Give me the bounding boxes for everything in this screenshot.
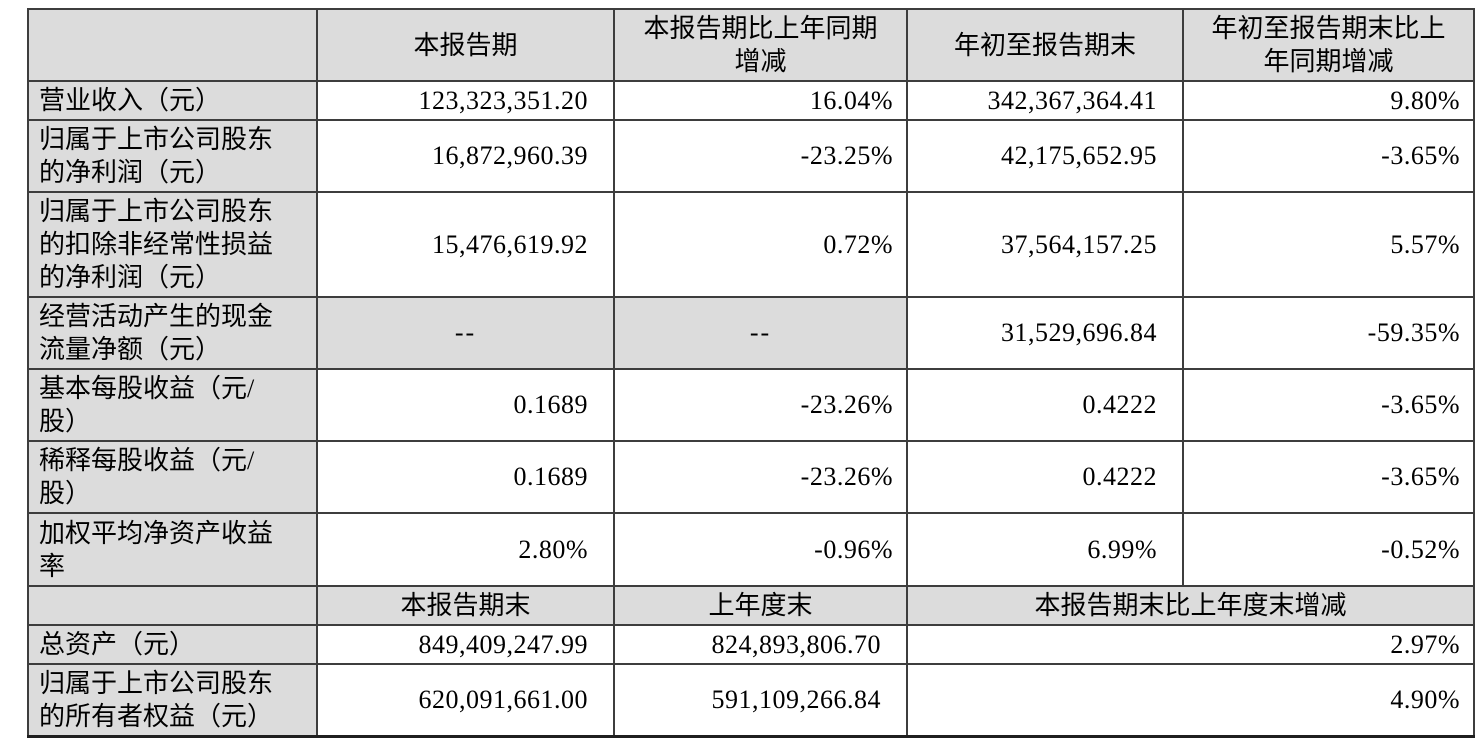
cell-ytd: 31,529,696.84 (906, 296, 1184, 370)
cell-current-period: 0.1689 (316, 440, 615, 514)
cell-prior-year-end: 824,893,806.70 (613, 624, 908, 665)
cell-ytd: 0.4222 (906, 368, 1184, 442)
cell-yoy-change-dash: -- (613, 296, 908, 370)
cell-change: 2.97% (906, 624, 1475, 665)
cell-yoy-change: 0.72% (613, 191, 908, 298)
cell-current-period: 123,323,351.20 (316, 80, 615, 121)
cell-current-period: 0.1689 (316, 368, 615, 442)
header-year-to-date: 年初至报告期末 (906, 8, 1184, 82)
row-basic-eps: 基本每股收益（元/股） 0.1689 -23.26% 0.4222 -3.65% (27, 368, 1475, 442)
cell-prior-year-end: 591,109,266.84 (613, 663, 908, 738)
cell-label: 归属于上市公司股东的净利润（元） (27, 119, 318, 193)
row-equity: 归属于上市公司股东的所有者权益（元） 620,091,661.00 591,10… (27, 663, 1475, 738)
row-total-assets: 总资产（元） 849,409,247.99 824,893,806.70 2.9… (27, 624, 1475, 665)
cell-ytd-change: -3.65% (1182, 119, 1475, 193)
cell-ytd-change: 5.57% (1182, 191, 1475, 298)
cell-yoy-change: -23.26% (613, 440, 908, 514)
financial-summary-table: 本报告期 本报告期比上年同期增减 年初至报告期末 年初至报告期末比上年同期增减 … (27, 8, 1475, 738)
cell-yoy-change: -0.96% (613, 512, 908, 587)
row-net-profit-excl-nonrecurring: 归属于上市公司股东的扣除非经常性损益的净利润（元） 15,476,619.92 … (27, 191, 1475, 298)
cell-current-period: 2.80% (316, 512, 615, 587)
cell-ytd-change: 9.80% (1182, 80, 1475, 121)
header-period-end: 本报告期末 (316, 585, 615, 626)
cell-label: 归属于上市公司股东的扣除非经常性损益的净利润（元） (27, 191, 318, 298)
cell-label: 总资产（元） (27, 624, 318, 665)
row-operating-cash-flow: 经营活动产生的现金流量净额（元） -- -- 31,529,696.84 -59… (27, 296, 1475, 370)
header-current-period: 本报告期 (316, 8, 615, 82)
cell-ytd-change: -59.35% (1182, 296, 1475, 370)
cell-change: 4.90% (906, 663, 1475, 738)
row-operating-revenue: 营业收入（元） 123,323,351.20 16.04% 342,367,36… (27, 80, 1475, 121)
cell-label: 营业收入（元） (27, 80, 318, 121)
cell-ytd-change: -3.65% (1182, 368, 1475, 442)
cell-yoy-change: 16.04% (613, 80, 908, 121)
row-net-profit: 归属于上市公司股东的净利润（元） 16,872,960.39 -23.25% 4… (27, 119, 1475, 193)
cell-label: 稀释每股收益（元/股） (27, 440, 318, 514)
row-weighted-avg-roe: 加权平均净资产收益率 2.80% -0.96% 6.99% -0.52% (27, 512, 1475, 587)
cell-ytd: 0.4222 (906, 440, 1184, 514)
cell-ytd: 42,175,652.95 (906, 119, 1184, 193)
cell-current-period-dash: -- (316, 296, 615, 370)
cell-label: 经营活动产生的现金流量净额（元） (27, 296, 318, 370)
cell-label: 归属于上市公司股东的所有者权益（元） (27, 663, 318, 738)
header-row-periods: 本报告期 本报告期比上年同期增减 年初至报告期末 年初至报告期末比上年同期增减 (27, 8, 1475, 82)
header-period-end-change: 本报告期末比上年度末增减 (906, 585, 1475, 626)
cell-label: 基本每股收益（元/股） (27, 368, 318, 442)
cell-ytd-change: -0.52% (1182, 512, 1475, 587)
cell-ytd: 37,564,157.25 (906, 191, 1184, 298)
cell-yoy-change: -23.25% (613, 119, 908, 193)
cell-ytd: 342,367,364.41 (906, 80, 1184, 121)
cell-ytd: 6.99% (906, 512, 1184, 587)
header-current-period-yoy: 本报告期比上年同期增减 (613, 8, 908, 82)
header-row-period-end: 本报告期末 上年度末 本报告期末比上年度末增减 (27, 585, 1475, 626)
header-year-to-date-yoy: 年初至报告期末比上年同期增减 (1182, 8, 1475, 82)
cell-period-end: 849,409,247.99 (316, 624, 615, 665)
cell-current-period: 16,872,960.39 (316, 119, 615, 193)
cell-current-period: 15,476,619.92 (316, 191, 615, 298)
header-prior-year-end: 上年度末 (613, 585, 908, 626)
cell-period-end: 620,091,661.00 (316, 663, 615, 738)
corner-cell (27, 585, 318, 626)
row-diluted-eps: 稀释每股收益（元/股） 0.1689 -23.26% 0.4222 -3.65% (27, 440, 1475, 514)
cell-yoy-change: -23.26% (613, 368, 908, 442)
cell-ytd-change: -3.65% (1182, 440, 1475, 514)
cell-label: 加权平均净资产收益率 (27, 512, 318, 587)
corner-cell (27, 8, 318, 82)
